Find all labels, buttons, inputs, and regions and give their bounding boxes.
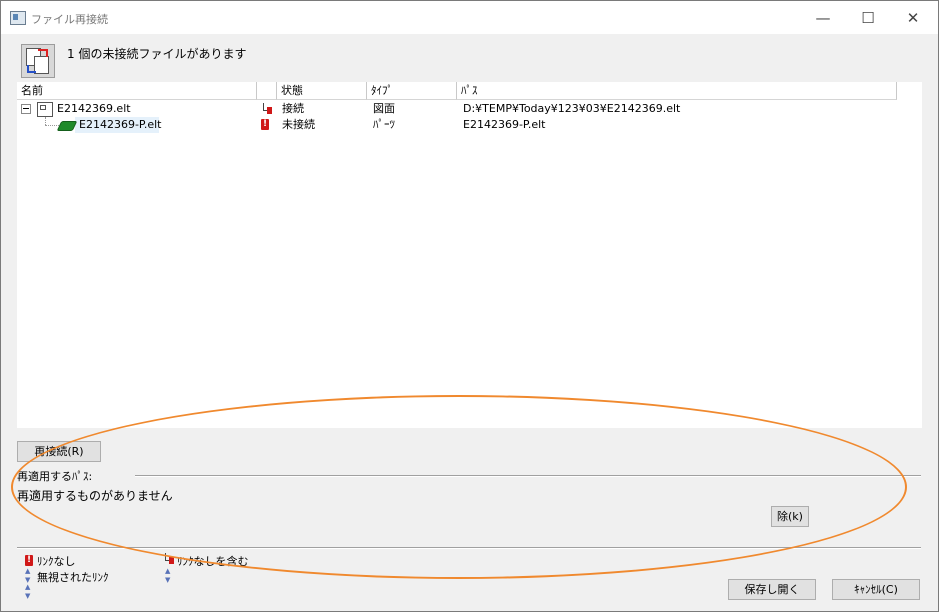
title-bar: ファイル再接続 — ☐ ✕	[1, 1, 938, 34]
list-item[interactable]: E2142369-P.elt ! 未接続 ﾊﾟｰﾂ E2142369-P.elt	[17, 117, 922, 133]
link-with-missing-icon	[263, 103, 273, 115]
list-item[interactable]: E2142369.elt 接続 図面 D:¥TEMP¥Today¥123¥03¥…	[17, 101, 922, 117]
ignored-link-icon	[25, 567, 33, 584]
file-type: ﾊﾟｰﾂ	[373, 118, 395, 131]
close-button[interactable]: ✕	[906, 9, 920, 27]
ignored-link-icon	[25, 583, 33, 600]
file-path: D:¥TEMP¥Today¥123¥03¥E2142369.elt	[463, 102, 681, 115]
file-list[interactable]: 名前 状態 ﾀｲﾌﾟ ﾊﾟｽ E2142369.elt 接続 図面 D:¥TEM…	[17, 82, 922, 428]
column-header-name[interactable]: 名前	[17, 82, 257, 100]
column-header-type[interactable]: ﾀｲﾌﾟ	[367, 82, 457, 100]
window-title: ファイル再接続	[31, 13, 108, 26]
file-name: E2142369.elt	[57, 102, 131, 115]
drawing-file-icon	[37, 102, 53, 117]
app-icon	[10, 11, 26, 25]
file-status: 接続	[282, 102, 304, 115]
legend-no-link: ﾘﾝｸなし	[37, 555, 76, 568]
reapply-message: 再適用するものがありません	[17, 489, 173, 503]
reapply-path-label: 再適用するﾊﾟｽ:	[17, 470, 93, 483]
file-path: E2142369-P.elt	[463, 118, 546, 131]
legend-ignored-link: 無視されたﾘﾝｸ	[37, 571, 109, 584]
divider	[17, 547, 921, 549]
file-type: 図面	[373, 102, 395, 115]
missing-link-icon: !	[25, 555, 33, 566]
reconnect-button[interactable]: 再接続(R)	[17, 441, 101, 462]
column-header-icon[interactable]	[257, 82, 277, 100]
cancel-button[interactable]: ｷｬﾝｾﾙ(C)	[832, 579, 920, 600]
column-header-status[interactable]: 状態	[277, 82, 367, 100]
ignored-link-icon	[165, 567, 173, 584]
missing-link-icon: !	[261, 119, 269, 130]
file-status: 未接続	[282, 118, 315, 131]
save-and-open-button[interactable]: 保存し開く	[728, 579, 816, 600]
file-name: E2142369-P.elt	[79, 118, 162, 131]
minimize-button[interactable]: —	[815, 9, 831, 27]
column-header-path[interactable]: ﾊﾟｽ	[457, 82, 897, 100]
selection-highlight	[75, 117, 159, 133]
divider	[135, 475, 921, 477]
delete-button[interactable]: 除(k)	[771, 506, 809, 527]
collapse-icon[interactable]	[21, 104, 31, 114]
link-with-missing-icon	[165, 553, 175, 565]
tree-line	[45, 125, 59, 126]
tree-line	[45, 117, 46, 125]
legend-contains-no-link: ﾘﾝｸなしを含む	[177, 555, 249, 568]
reconnect-files-icon	[21, 44, 55, 78]
maximize-button[interactable]: ☐	[861, 9, 875, 27]
unconnected-count-message: 1 個の未接続ファイルがあります	[67, 47, 247, 61]
